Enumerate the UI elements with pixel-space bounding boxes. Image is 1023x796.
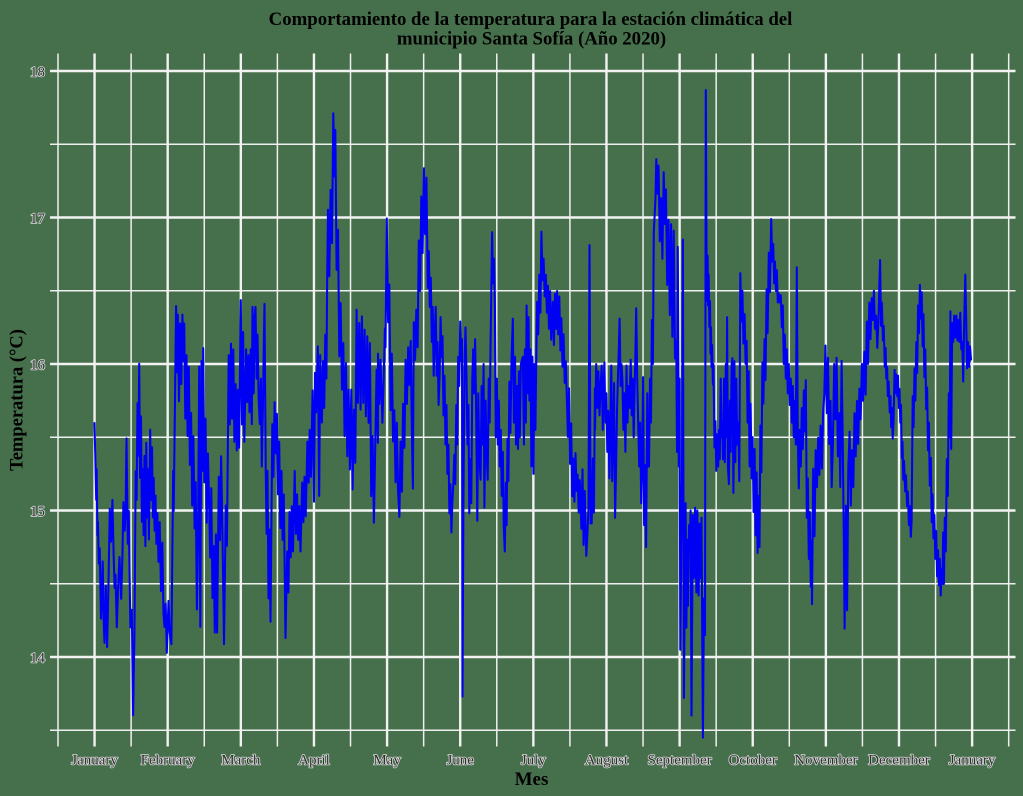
svg-text:November: November [794, 753, 857, 769]
svg-text:April: April [298, 753, 330, 769]
svg-text:municipio Santa Sofía (Año 202: municipio Santa Sofía (Año 2020) [397, 29, 666, 50]
svg-text:16: 16 [30, 358, 46, 374]
svg-text:January: January [949, 753, 996, 769]
svg-text:Comportamiento de la temperatu: Comportamiento de la temperatura para la… [269, 9, 793, 30]
svg-text:Mes: Mes [515, 769, 549, 790]
svg-text:March: March [221, 753, 261, 769]
svg-text:January: January [71, 753, 118, 769]
svg-text:May: May [373, 753, 401, 769]
svg-text:October: October [729, 753, 777, 769]
svg-text:September: September [648, 753, 712, 769]
svg-text:17: 17 [30, 211, 46, 227]
svg-text:15: 15 [30, 504, 45, 520]
svg-text:August: August [585, 753, 629, 769]
svg-text:June: June [446, 753, 474, 769]
svg-text:Temperatura (°C): Temperatura (°C) [8, 329, 28, 471]
svg-text:18: 18 [30, 65, 45, 81]
svg-text:December: December [868, 753, 930, 769]
svg-text:14: 14 [30, 651, 46, 667]
svg-text:July: July [521, 753, 547, 769]
svg-text:February: February [141, 753, 196, 769]
